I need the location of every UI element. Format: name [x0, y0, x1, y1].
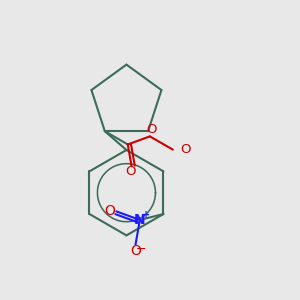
Text: N: N: [134, 213, 146, 227]
Text: O: O: [146, 123, 157, 136]
Text: O: O: [130, 244, 141, 258]
Text: O: O: [104, 204, 115, 218]
Text: −: −: [136, 243, 146, 256]
Text: O: O: [180, 143, 191, 156]
Text: O: O: [125, 165, 135, 178]
Text: +: +: [142, 210, 150, 220]
